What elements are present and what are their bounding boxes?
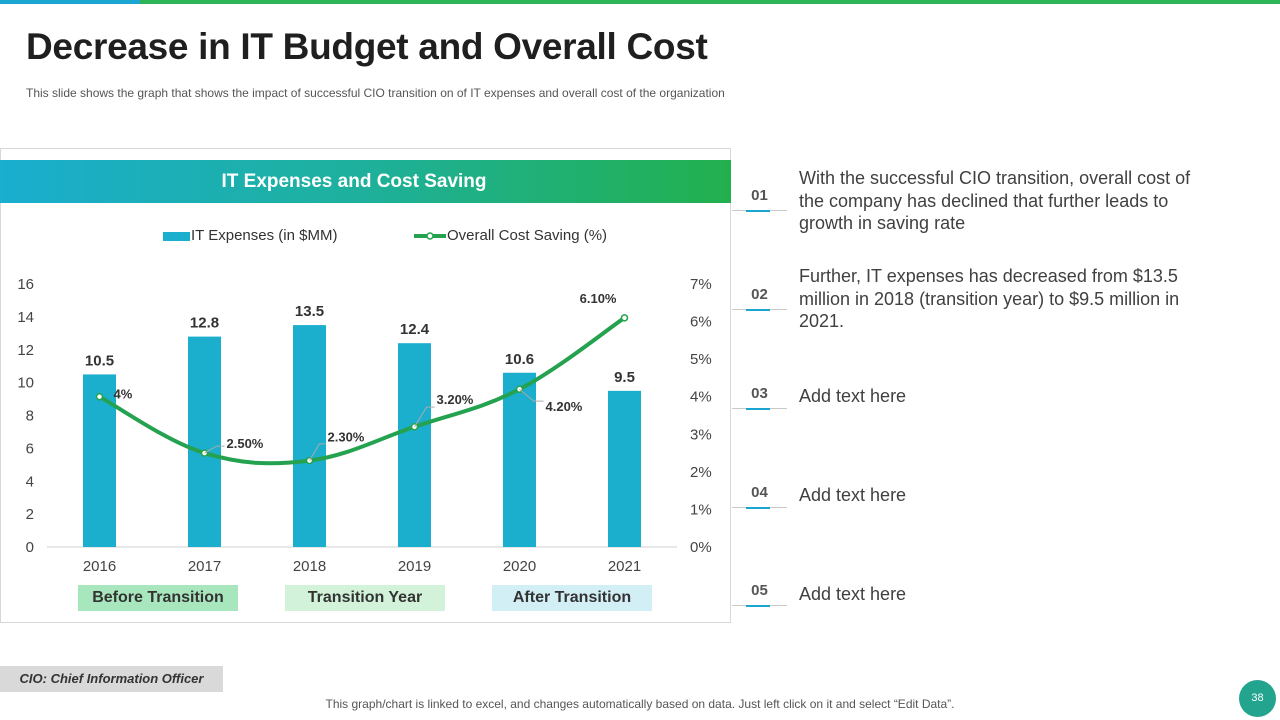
line-value-label: 2.50% xyxy=(227,436,264,451)
point-text-04[interactable]: Add text here xyxy=(799,485,907,505)
point-accent xyxy=(746,210,770,212)
y-left-tick-label: 6 xyxy=(26,440,34,457)
y-right-tick-label: 0% xyxy=(690,539,712,556)
bar xyxy=(398,343,431,547)
top-accent-bar-blue xyxy=(0,0,140,4)
chart-title: IT Expenses and Cost Saving xyxy=(221,171,487,192)
line-value-label: 2.30% xyxy=(328,430,365,445)
y-left-tick-label: 8 xyxy=(26,408,34,425)
legend-line-swatch xyxy=(414,232,446,240)
bar-value-label: 10.6 xyxy=(505,351,534,368)
point-number-05: 05 xyxy=(732,582,787,607)
bar-value-label: 9.5 xyxy=(614,369,635,386)
x-tick-label: 2021 xyxy=(608,558,641,575)
bar-value-label: 12.4 xyxy=(400,321,430,338)
y-right-tick-label: 7% xyxy=(690,276,712,293)
edit-data-note: This graph/chart is linked to excel, and… xyxy=(325,697,955,711)
bar xyxy=(503,372,536,547)
y-left-tick-label: 0 xyxy=(26,539,34,556)
point-number-02: 02 xyxy=(732,286,787,311)
y-left-tick-label: 12 xyxy=(17,342,34,359)
line-value-label: 4.20% xyxy=(546,399,583,414)
label-leader-line xyxy=(414,406,435,428)
label-leader-line xyxy=(309,443,326,461)
y-right-tick-label: 5% xyxy=(690,351,712,368)
x-tick-label: 2016 xyxy=(83,558,116,575)
y-left-tick-label: 2 xyxy=(26,506,34,523)
x-tick-label: 2018 xyxy=(293,558,326,575)
line-point xyxy=(95,392,104,401)
phase-before-transition: Before Transition xyxy=(78,585,238,611)
top-accent-bar-green xyxy=(140,0,1280,4)
point-accent xyxy=(746,507,770,509)
point-text-05[interactable]: Add text here xyxy=(799,584,907,604)
line-value-label: 3.20% xyxy=(437,392,474,407)
bar-value-label: 12.8 xyxy=(190,315,219,332)
line-point xyxy=(620,314,629,322)
x-tick-label: 2019 xyxy=(398,558,431,575)
point-number-03: 03 xyxy=(732,385,787,410)
phase-after-transition: After Transition xyxy=(492,585,652,611)
chart-title-banner: IT Expenses and Cost Saving xyxy=(0,160,731,203)
bar xyxy=(608,390,641,547)
slide-subtitle: This slide shows the graph that shows th… xyxy=(26,86,725,100)
label-leader-line xyxy=(519,388,544,402)
combo-chart[interactable]: 0 2 4 6 8 10 12 14 16 0% 1% 2% 3% 4% 5% 6% 7% 2016 2017 201… xyxy=(0,255,731,585)
legend-bar-label: IT Expenses (in $MM) xyxy=(191,227,338,244)
page-number-badge: 38 xyxy=(1239,680,1276,717)
point-accent xyxy=(746,605,770,607)
y-left-tick-label: 10 xyxy=(17,375,34,392)
legend-line-label: Overall Cost Saving (%) xyxy=(447,227,608,244)
point-text-02: Further, IT expenses has decreased from … xyxy=(799,266,1180,331)
x-tick-label: 2017 xyxy=(188,558,221,575)
bar xyxy=(188,336,221,547)
y-right-tick-label: 4% xyxy=(690,389,712,406)
bar xyxy=(293,325,326,547)
phase-transition-year: Transition Year xyxy=(285,585,445,611)
line-value-label: 6.10% xyxy=(580,291,617,306)
footnote-cio: CIO: Chief Information Officer xyxy=(0,666,223,692)
y-left-tick-label: 4 xyxy=(26,473,34,490)
legend-bar-swatch xyxy=(163,232,190,241)
bar-value-label: 13.5 xyxy=(295,303,324,320)
point-number-04: 04 xyxy=(732,484,787,509)
y-right-tick-label: 2% xyxy=(690,464,712,481)
y-right-tick-label: 6% xyxy=(690,314,712,331)
point-text-01: With the successful CIO transition, over… xyxy=(799,168,1191,233)
y-left-tick-label: 16 xyxy=(17,276,34,293)
point-text-03[interactable]: Add text here xyxy=(799,386,907,406)
bar-value-label: 10.5 xyxy=(85,352,114,369)
y-left-tick-label: 14 xyxy=(17,309,34,326)
cost-saving-line xyxy=(97,315,627,466)
point-accent xyxy=(746,309,770,311)
y-right-tick-label: 1% xyxy=(690,501,712,518)
y-right-tick-label: 3% xyxy=(690,426,712,443)
point-accent xyxy=(746,408,770,410)
line-value-label: 4% xyxy=(114,387,133,402)
slide-title: Decrease in IT Budget and Overall Cost xyxy=(26,26,708,67)
label-leader-line xyxy=(204,445,225,454)
point-number-01: 01 xyxy=(732,187,787,212)
x-tick-label: 2020 xyxy=(503,558,536,575)
